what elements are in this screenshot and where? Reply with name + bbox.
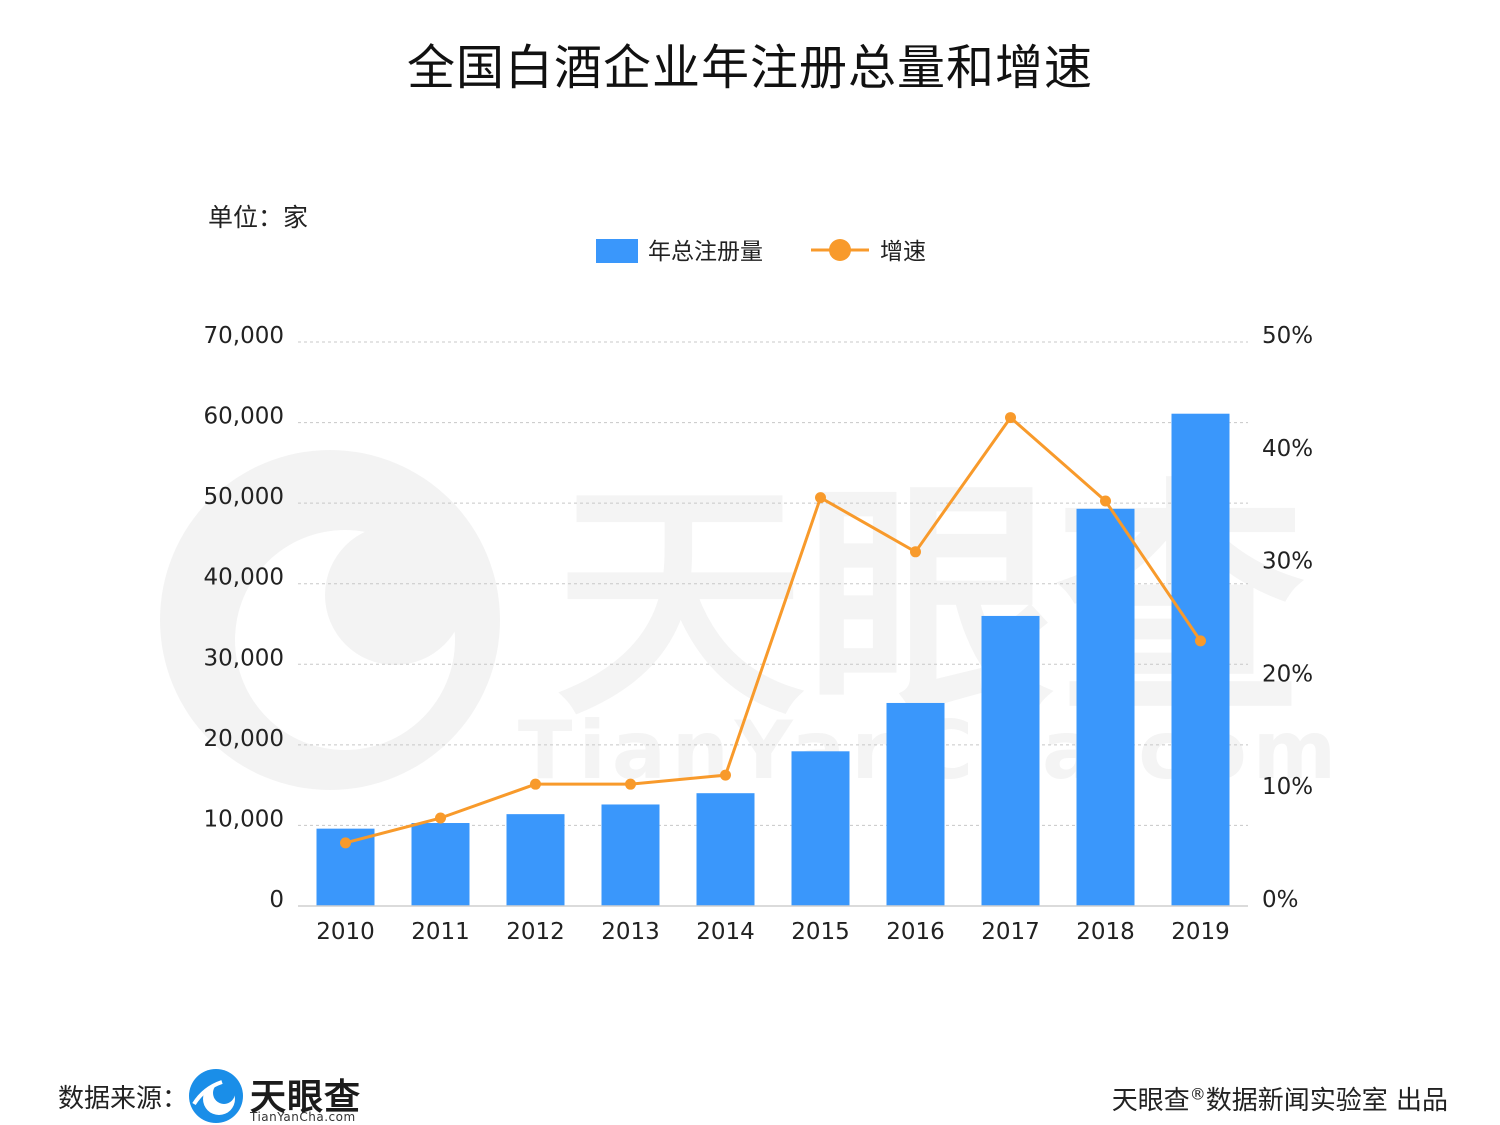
growth-point-2013 <box>625 778 636 790</box>
registered-mark: ® <box>1189 1084 1206 1104</box>
y-right-tick-label: 0% <box>1262 887 1299 913</box>
bar-series <box>316 413 1230 906</box>
chart-svg: 天眼查 TianYanCha.com 年总注册量 增速 010,00020,00… <box>160 239 1336 945</box>
growth-point-2016 <box>910 546 921 558</box>
y-left-tick-label: 40,000 <box>204 565 284 591</box>
y-left-tick-label: 20,000 <box>204 726 284 752</box>
y-left-tick-label: 50,000 <box>204 484 284 510</box>
credit-brand: 天眼查 <box>1111 1086 1190 1116</box>
logo-url: TianYanCha.com <box>250 1110 356 1124</box>
growth-point-2018 <box>1100 495 1111 507</box>
bar-2018 <box>1076 508 1135 906</box>
y-right-tick-label: 30% <box>1262 549 1313 575</box>
y-left-tick-label: 70,000 <box>204 323 284 349</box>
tianyancha-logo: 天眼查 TianYanCha.com <box>188 1068 398 1124</box>
growth-point-2019 <box>1195 635 1206 647</box>
bar-2011 <box>411 823 470 906</box>
legend: 年总注册量 增速 <box>596 239 926 265</box>
legend-bar-swatch <box>596 239 638 263</box>
x-tick-label: 2013 <box>601 919 660 945</box>
legend-bar-label: 年总注册量 <box>648 239 763 265</box>
logo-wordmark: 天眼查 <box>250 1077 362 1118</box>
credit-line: 天眼查®数据新闻实验室 出品 <box>1112 1080 1448 1117</box>
growth-point-2015 <box>815 492 826 504</box>
legend-line-marker <box>829 239 851 261</box>
x-tick-label: 2014 <box>696 919 755 945</box>
growth-line <box>345 416 1202 845</box>
y-right-tick-label: 40% <box>1262 436 1313 462</box>
right-axis: 0% 10% 20% 30% 40% 50% <box>1262 323 1313 913</box>
bar-2014 <box>696 793 755 906</box>
source-label: 数据来源： <box>58 1084 189 1114</box>
legend-line-label: 增速 <box>880 239 926 265</box>
bar-2019 <box>1171 413 1230 906</box>
x-tick-label: 2018 <box>1076 919 1135 945</box>
chart-title: 全国白酒企业年注册总量和增速 <box>406 40 1093 96</box>
growth-point-2011 <box>435 812 446 824</box>
bar-2016 <box>886 702 945 906</box>
y-left-tick-label: 30,000 <box>204 645 284 671</box>
y-right-tick-label: 10% <box>1262 774 1313 800</box>
left-axis: 0 10,000 20,000 30,000 40,000 50,000 60,000 70,… <box>204 323 284 913</box>
bar-2013 <box>601 804 660 906</box>
line-series <box>340 412 1206 849</box>
growth-point-2017 <box>1005 412 1016 424</box>
y-left-tick-label: 0 <box>269 887 284 913</box>
x-tick-label: 2011 <box>411 919 470 945</box>
x-tick-label: 2016 <box>886 919 945 945</box>
x-tick-label: 2017 <box>981 919 1040 945</box>
bar-2015 <box>791 751 850 906</box>
bar-2017 <box>981 615 1040 906</box>
y-right-tick-label: 50% <box>1262 323 1313 349</box>
bar-2012 <box>506 814 565 906</box>
x-tick-label: 2015 <box>791 919 850 945</box>
growth-point-2012 <box>530 778 541 790</box>
credit-text: 数据新闻实验室 出品 <box>1205 1086 1448 1116</box>
tianyancha-logo-icon <box>189 1069 243 1123</box>
y-left-tick-label: 10,000 <box>204 806 284 832</box>
y-left-tick-label: 60,000 <box>204 404 284 430</box>
x-tick-label: 2010 <box>316 919 375 945</box>
growth-point-2010 <box>340 837 351 849</box>
x-tick-label: 2012 <box>506 919 565 945</box>
y-right-tick-label: 20% <box>1262 661 1313 687</box>
x-tick-label: 2019 <box>1171 919 1230 945</box>
growth-point-2014 <box>720 769 731 781</box>
x-axis: 2010 2011 2012 2013 2014 2015 2016 2017 2018 2019 <box>316 919 1230 945</box>
unit-label: 单位：家 <box>208 203 309 232</box>
